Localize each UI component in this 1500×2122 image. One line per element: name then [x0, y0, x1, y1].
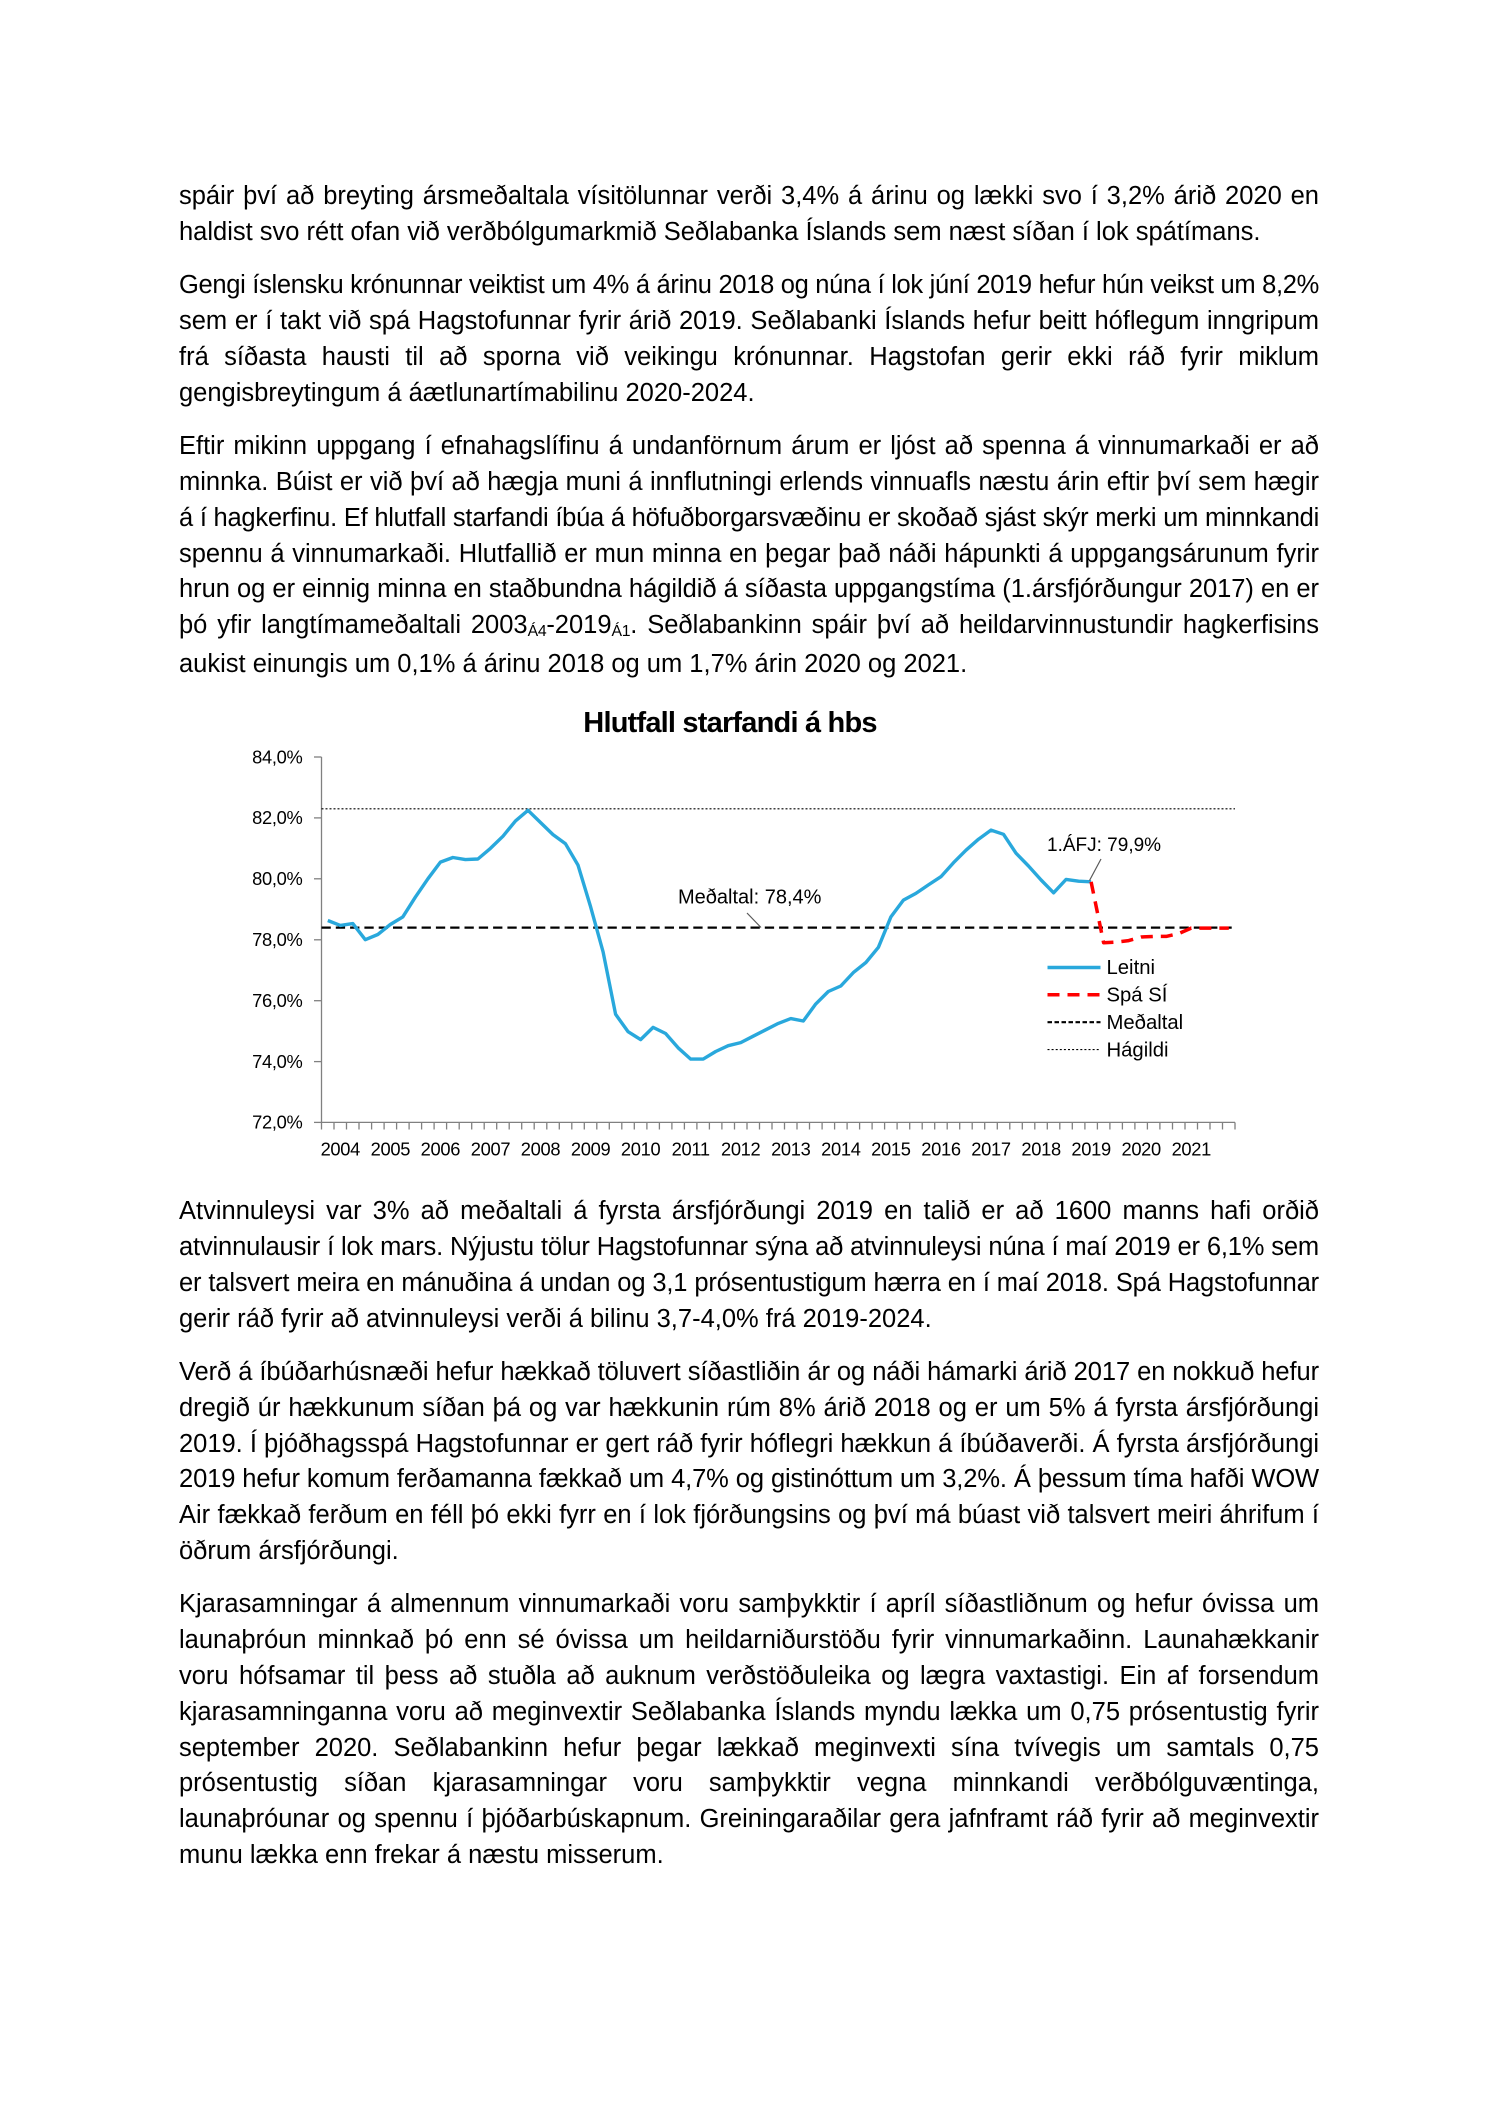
svg-text:Leitni: Leitni: [1107, 957, 1156, 979]
svg-text:Meðaltal: 78,4%: Meðaltal: 78,4%: [678, 887, 822, 909]
svg-text:2015: 2015: [871, 1138, 911, 1159]
svg-text:2019: 2019: [1071, 1138, 1111, 1159]
svg-text:76,0%: 76,0%: [252, 990, 302, 1011]
svg-text:2005: 2005: [371, 1138, 411, 1159]
svg-text:Meðaltal: Meðaltal: [1107, 1012, 1184, 1034]
svg-text:2013: 2013: [771, 1138, 811, 1159]
svg-text:Hlutfall starfandi á hbs: Hlutfall starfandi á hbs: [583, 707, 876, 739]
svg-text:1.ÁFJ: 79,9%: 1.ÁFJ: 79,9%: [1047, 835, 1161, 856]
svg-text:2009: 2009: [571, 1138, 611, 1159]
svg-text:2006: 2006: [421, 1138, 461, 1159]
svg-text:2014: 2014: [821, 1138, 861, 1159]
svg-text:2016: 2016: [921, 1138, 961, 1159]
svg-text:2011: 2011: [672, 1138, 710, 1159]
svg-text:Spá SÍ: Spá SÍ: [1107, 984, 1168, 1007]
svg-text:2004: 2004: [321, 1138, 361, 1159]
svg-text:2012: 2012: [721, 1138, 761, 1159]
svg-text:80,0%: 80,0%: [252, 868, 302, 889]
svg-text:2008: 2008: [521, 1138, 561, 1159]
svg-text:82,0%: 82,0%: [252, 807, 302, 828]
svg-text:2017: 2017: [971, 1138, 1011, 1159]
svg-text:2018: 2018: [1021, 1138, 1061, 1159]
svg-text:78,0%: 78,0%: [252, 929, 302, 950]
svg-text:72,0%: 72,0%: [252, 1112, 302, 1133]
svg-text:2007: 2007: [471, 1138, 511, 1159]
svg-text:74,0%: 74,0%: [252, 1051, 302, 1072]
svg-text:2021: 2021: [1172, 1138, 1212, 1159]
svg-text:84,0%: 84,0%: [252, 746, 302, 767]
svg-text:2020: 2020: [1121, 1138, 1161, 1159]
svg-text:2010: 2010: [621, 1138, 661, 1159]
svg-text:Hágildi: Hágildi: [1107, 1040, 1169, 1062]
